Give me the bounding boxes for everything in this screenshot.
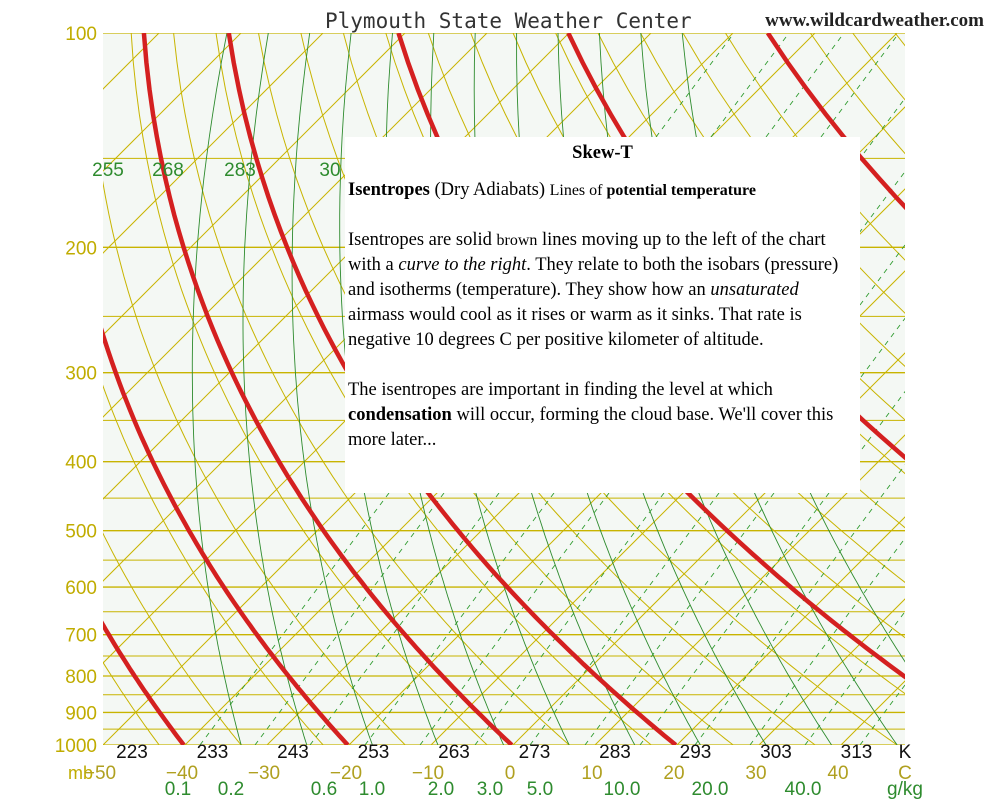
mixing-label: 0.6 <box>311 779 337 800</box>
isentrope-highlight <box>226 33 678 745</box>
isentrope-highlight <box>103 620 186 745</box>
theta-label: 293 <box>680 742 712 763</box>
dry-adiabat-thin <box>215 33 652 745</box>
dry-adiabat-thin <box>103 661 160 745</box>
temperature-label: −40 <box>166 763 198 784</box>
theta-unit: K <box>899 742 912 763</box>
temperature-label: 0 <box>505 763 516 784</box>
dry-adiabat-thin <box>103 384 324 745</box>
pressure-label: 600 <box>65 578 97 599</box>
isentrope-highlight <box>103 327 350 745</box>
isotherm <box>676 516 905 745</box>
theta-label: 283 <box>599 742 631 763</box>
mixing-label: 1.0 <box>359 779 385 800</box>
temperature-unit: C <box>898 763 912 784</box>
isentrope-highlight <box>141 33 514 745</box>
pressure-unit: mb <box>68 763 93 783</box>
dry-adiabat-thin <box>103 532 242 745</box>
note-paragraph: The isentropes are important in finding … <box>348 378 857 453</box>
note-text: brown <box>496 232 538 249</box>
note-text: (Dry Adiabats) <box>429 180 550 200</box>
dry-adiabat-thin <box>103 180 406 745</box>
pressure-label: 1000 <box>55 736 97 757</box>
note-paragraph: Isentropes (Dry Adiabats) Lines of poten… <box>348 178 857 203</box>
moist-adiabat <box>291 33 373 745</box>
temperature-label: −10 <box>412 763 444 784</box>
note-text: The isentropes are important in finding … <box>348 380 773 400</box>
moist-adiabat <box>339 33 439 745</box>
pressure-label: 700 <box>65 626 97 647</box>
dry-adiabat-thin <box>980 33 1000 745</box>
moist-adiabat <box>242 33 308 745</box>
moist-label: 30 <box>319 160 340 181</box>
temperature-label: 10 <box>581 763 602 784</box>
note-text: Isentropes are solid <box>348 230 497 250</box>
pressure-label: 200 <box>65 238 97 259</box>
temperature-label: 30 <box>745 763 766 784</box>
theta-label: 223 <box>116 742 148 763</box>
isotherm <box>923 33 1000 745</box>
isotherm <box>512 352 905 745</box>
moist-label: 268 <box>152 160 184 181</box>
mixing-label: 5.0 <box>527 779 553 800</box>
isentrope-highlight <box>0 33 20 745</box>
note-text: . They relate to both the isobars (press… <box>348 255 839 300</box>
mixing-unit: g/kg <box>887 779 923 800</box>
note-text: unsaturated <box>710 280 799 300</box>
mixing-label: 0.2 <box>218 779 244 800</box>
note-text: airmass would cool as it rises or warm a… <box>348 305 802 350</box>
theta-label: 273 <box>519 742 551 763</box>
mixing-ratio-line <box>915 33 1000 745</box>
note-paragraph: Isentropes are solid brown lines moving … <box>348 228 857 353</box>
mixing-label: 40.0 <box>785 779 822 800</box>
theta-label: 243 <box>277 742 309 763</box>
note-text: condensation <box>348 405 452 425</box>
note-text: will occur, forming the cloud base. We'l… <box>348 405 834 450</box>
dry-adiabat-thin <box>894 33 905 47</box>
isotherm <box>594 434 905 745</box>
dry-adiabat-thin <box>130 33 488 745</box>
isotherm <box>758 598 905 745</box>
theta-label: 303 <box>760 742 792 763</box>
note-text: lines moving up to the left of the chart… <box>348 230 826 275</box>
temperature-label: 40 <box>827 763 848 784</box>
note-text: potential temperature <box>606 182 756 199</box>
header-site: www.wildcardweather.com <box>765 10 984 31</box>
isotherm <box>103 33 324 254</box>
theta-label: 233 <box>197 742 229 763</box>
moist-label: 255 <box>92 160 124 181</box>
note-box: Skew-T Isentropes (Dry Adiabats) Lines o… <box>345 137 860 493</box>
mixing-label: 0.1 <box>165 779 191 800</box>
pressure-label: 500 <box>65 522 97 543</box>
theta-label: 253 <box>358 742 390 763</box>
theta-label: 313 <box>841 742 873 763</box>
mixing-label: 2.0 <box>428 779 454 800</box>
pressure-label: 300 <box>65 364 97 385</box>
temperature-label: −20 <box>330 763 362 784</box>
note-text: Isentropes <box>348 180 430 200</box>
dry-adiabat-thin <box>938 33 1000 745</box>
moist-label: 283 <box>224 160 256 181</box>
note-text: Lines of <box>549 182 607 199</box>
temperature-label: −50 <box>84 763 116 784</box>
temperature-label: 20 <box>663 763 684 784</box>
pressure-label: 800 <box>65 667 97 688</box>
pressure-label: 100 <box>65 24 97 45</box>
header-title: Plymouth State Weather Center <box>325 9 692 33</box>
mixing-label: 10.0 <box>604 779 641 800</box>
temperature-label: −30 <box>248 763 280 784</box>
isotherm <box>103 33 242 172</box>
theta-label: 263 <box>438 742 470 763</box>
note-text: curve to the right <box>398 255 527 275</box>
pressure-label: 400 <box>65 453 97 474</box>
note-title: Skew-T <box>572 143 633 163</box>
mixing-label: 3.0 <box>477 779 503 800</box>
mixing-label: 20.0 <box>692 779 729 800</box>
pressure-label: 900 <box>65 703 97 724</box>
isotherm <box>103 33 406 336</box>
